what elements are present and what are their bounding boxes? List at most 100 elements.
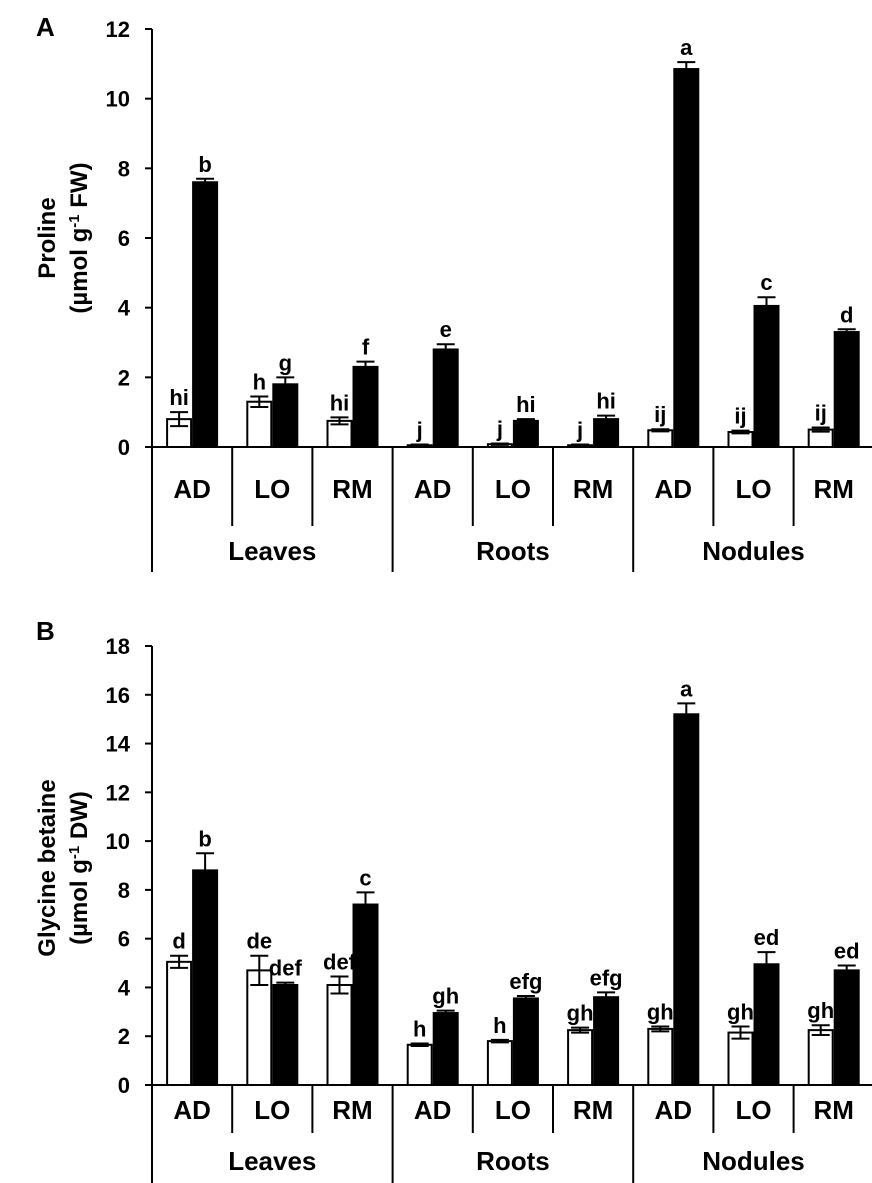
significance-label: ij — [654, 402, 666, 427]
bar — [512, 419, 539, 448]
y-tick-label: 8 — [118, 156, 130, 181]
significance-label: efg — [509, 969, 542, 994]
bar — [192, 869, 219, 1087]
significance-label: gh — [647, 999, 674, 1024]
y-axis-unit-superscript: -1 — [66, 846, 83, 859]
bar — [406, 1043, 433, 1086]
bar — [352, 903, 379, 1086]
bar — [673, 713, 700, 1086]
significance-label: h — [253, 369, 266, 394]
significance-label: ij — [734, 404, 746, 429]
y-tick-label: 4 — [118, 296, 131, 321]
significance-label: hi — [169, 385, 189, 410]
significance-label: j — [496, 417, 503, 442]
bar — [512, 997, 539, 1086]
bar — [326, 984, 353, 1086]
bar — [807, 1029, 834, 1086]
x-category-label: AD — [173, 1095, 211, 1125]
panel-label: A — [36, 12, 55, 42]
bar — [727, 1031, 754, 1086]
bar — [833, 331, 860, 448]
bar — [272, 984, 299, 1086]
bar — [486, 1040, 513, 1086]
x-category-label: LO — [495, 474, 531, 504]
y-tick-label: 14 — [106, 732, 131, 757]
y-tick-label: 18 — [106, 634, 130, 659]
bar — [833, 969, 860, 1086]
significance-label: de — [246, 929, 272, 954]
significance-label: a — [680, 676, 693, 701]
significance-label: g — [279, 350, 292, 375]
bar — [753, 963, 780, 1087]
bar — [246, 969, 273, 1086]
y-tick-label: 2 — [118, 1024, 130, 1049]
y-tick-label: 10 — [106, 829, 130, 854]
x-category-label: AD — [655, 1095, 693, 1125]
y-axis-label-line1: Proline — [34, 197, 61, 278]
significance-label: e — [440, 317, 452, 342]
significance-label: gh — [807, 998, 834, 1023]
y-axis-unit-suffix: DW) — [66, 791, 93, 846]
significance-label: efg — [590, 965, 623, 990]
bar — [246, 400, 273, 449]
y-tick-label: 6 — [118, 226, 130, 251]
x-category-label: RM — [332, 1095, 372, 1125]
bar — [432, 1012, 459, 1087]
bar — [647, 1027, 674, 1086]
y-axis-title: Glycine betaine (µmol g-1 DW) — [34, 779, 93, 956]
significance-label: b — [198, 152, 211, 177]
bar — [166, 960, 193, 1087]
y-axis-unit-superscript: -1 — [66, 214, 83, 227]
significance-label: c — [359, 865, 371, 890]
x-group-label: Roots — [476, 536, 550, 566]
x-category-label: AD — [414, 474, 452, 504]
significance-label: hi — [330, 390, 350, 415]
significance-label: j — [576, 418, 583, 443]
y-axis-unit-prefix: (µmol g — [66, 859, 93, 945]
x-category-label: RM — [813, 474, 853, 504]
x-category-label: LO — [254, 474, 290, 504]
y-axis-label-line2: (µmol g-1 DW) — [66, 791, 94, 945]
significance-label: hi — [596, 389, 616, 414]
x-category-label: RM — [573, 474, 613, 504]
bar — [673, 68, 700, 449]
panel-label: B — [36, 616, 55, 646]
y-tick-label: 8 — [118, 878, 130, 903]
bar — [352, 365, 379, 448]
x-category-label: RM — [573, 1095, 613, 1125]
x-category-label: AD — [655, 474, 693, 504]
significance-label: hi — [516, 392, 536, 417]
y-tick-label: 10 — [106, 87, 130, 112]
significance-label: h — [493, 1013, 506, 1038]
x-group-label: Leaves — [228, 536, 316, 566]
bar — [753, 304, 780, 448]
x-category-label: LO — [735, 474, 771, 504]
y-tick-label: 16 — [106, 683, 130, 708]
significance-label: gh — [432, 984, 459, 1009]
y-axis-unit-suffix: FW) — [66, 162, 93, 214]
significance-label: def — [269, 956, 303, 981]
bar — [272, 383, 299, 448]
significance-label: a — [680, 35, 693, 60]
x-category-label: AD — [414, 1095, 452, 1125]
y-tick-label: 12 — [106, 780, 130, 805]
significance-label: b — [198, 826, 211, 851]
y-tick-label: 0 — [118, 435, 130, 460]
bar — [432, 348, 459, 449]
x-category-label: LO — [735, 1095, 771, 1125]
y-tick-label: 0 — [118, 1073, 130, 1098]
significance-label: f — [362, 335, 370, 360]
significance-label: ed — [834, 938, 860, 963]
significance-label: c — [760, 270, 772, 295]
significance-label: gh — [567, 1001, 594, 1026]
bar — [593, 996, 620, 1087]
x-category-label: LO — [254, 1095, 290, 1125]
significance-label: h — [413, 1017, 426, 1042]
x-category-label: RM — [813, 1095, 853, 1125]
bar — [593, 418, 620, 448]
y-axis-unit-prefix: (µmol g — [66, 228, 93, 314]
y-axis-label-line2: (µmol g-1 FW) — [66, 162, 94, 313]
bar — [567, 1029, 594, 1086]
panel-b: B Glycine betaine (µmol g-1 DW) 0 2 4 6 8 10 12 14… — [34, 616, 872, 1183]
